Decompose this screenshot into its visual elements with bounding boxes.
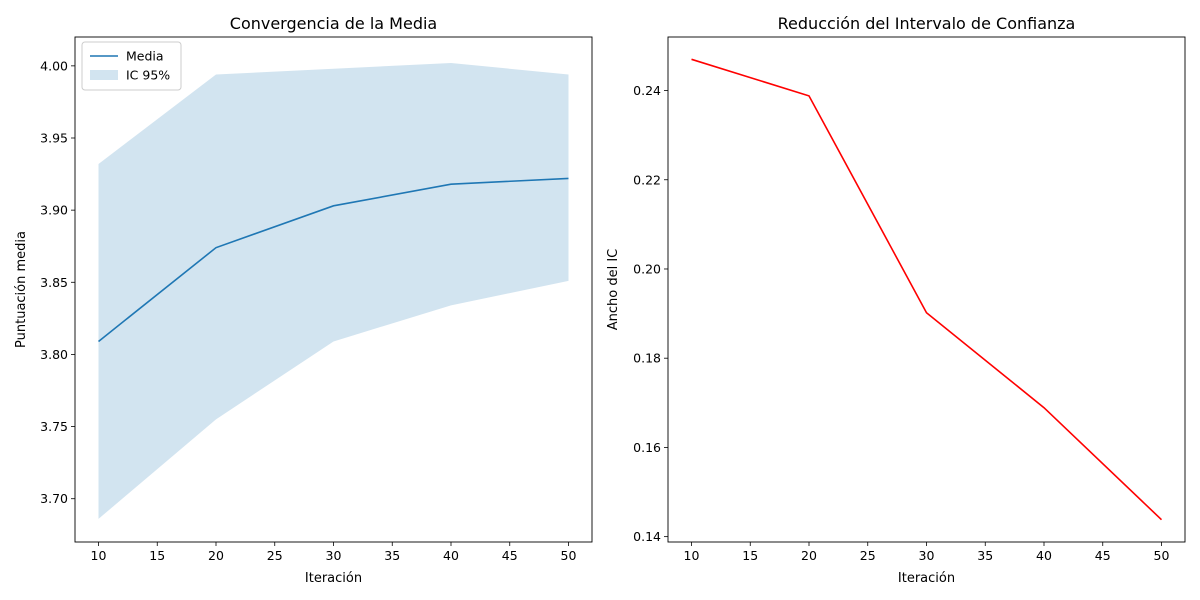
x-tick-label: 15 (149, 548, 165, 563)
y-axis-label: Ancho del IC (606, 249, 621, 331)
data-point (568, 178, 570, 180)
x-tick-label: 40 (443, 548, 459, 563)
x-tick-label: 35 (977, 548, 993, 563)
axes-frame (667, 36, 1186, 543)
y-tick-label: 0.14 (633, 529, 661, 544)
y-tick-label: 3.80 (40, 347, 68, 362)
y-tick-label: 3.75 (40, 419, 68, 434)
x-tick-label: 25 (860, 548, 876, 563)
y-tick-label: 4.00 (40, 58, 68, 73)
data-point (98, 341, 100, 343)
x-tick-label: 50 (561, 548, 577, 563)
data-point (450, 183, 452, 185)
legend-label: Media (126, 49, 164, 64)
y-tick-label: 3.95 (40, 131, 68, 146)
y-tick-label: 3.85 (40, 275, 68, 290)
x-tick-label: 30 (326, 548, 342, 563)
data-point (1161, 519, 1163, 521)
x-tick-label: 10 (684, 548, 700, 563)
x-tick-label: 40 (1036, 548, 1052, 563)
chart-ancho-ic: 10 15 20 25 30 35 40 45 50 0.14 0.16 0.18 0.20 0.22 0.… (606, 14, 1186, 586)
data-point (333, 205, 335, 207)
x-axis-label: Iteración (898, 571, 955, 586)
legend-band-swatch (90, 70, 118, 80)
legend-box (81, 41, 182, 91)
x-tick-label: 45 (1095, 548, 1111, 563)
x-tick-label: 35 (384, 548, 400, 563)
y-tick-label: 3.70 (40, 491, 68, 506)
chart-title: Reducción del Intervalo de Confianza (778, 14, 1076, 33)
data-point (1043, 407, 1045, 409)
ci-band (98, 62, 569, 519)
data-point (926, 312, 928, 314)
x-tick-label: 15 (742, 548, 758, 563)
data-point (215, 247, 217, 249)
legend-label: IC 95% (126, 68, 170, 83)
x-tick-label: 45 (502, 548, 518, 563)
data-point (691, 59, 693, 61)
x-tick-label: 20 (208, 548, 224, 563)
x-tick-label: 10 (91, 548, 107, 563)
x-tick-label: 25 (267, 548, 283, 563)
x-axis-label: Iteración (305, 571, 362, 586)
y-tick-label: 0.16 (633, 440, 661, 455)
y-tick-label: 0.18 (633, 351, 661, 366)
x-tick-label: 30 (919, 548, 935, 563)
y-tick-label: 3.90 (40, 203, 68, 218)
y-tick-label: 0.24 (633, 83, 661, 98)
series-line-0 (691, 58, 1163, 521)
chart-convergencia-media: 10 15 20 25 30 35 40 45 50 3.70 3.75 3.80 3.85 3.90 3.… (14, 14, 593, 586)
y-tick-label: 0.22 (633, 172, 661, 187)
y-axis-label: Puntuación media (14, 231, 29, 348)
y-tick-label: 0.20 (633, 261, 661, 276)
chart-title: Convergencia de la Media (230, 14, 437, 33)
x-tick-label: 20 (801, 548, 817, 563)
x-tick-label: 50 (1154, 548, 1170, 563)
data-point (808, 95, 810, 97)
series-line-0 (98, 177, 569, 343)
